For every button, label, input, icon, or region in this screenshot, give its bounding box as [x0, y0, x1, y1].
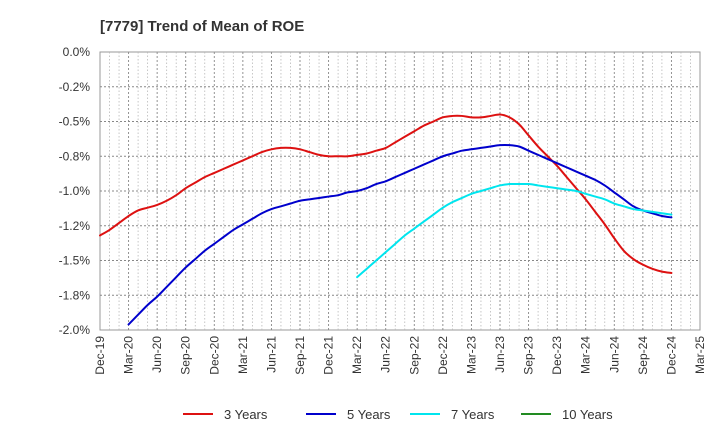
y-axis: 0.0% -0.2% -0.5% -0.8% -1.0% -1.2% -1.5% -1.8% -…: [59, 45, 91, 337]
x-axis: Dec-19 Mar-20 Jun-20 Sep-20 Dec-20 Mar-21 Jun-…: [93, 336, 707, 375]
x-tick-label: Sep-20: [179, 336, 193, 375]
series-line-3-years: [99, 113, 673, 275]
x-tick-label: Mar-21: [236, 336, 250, 374]
y-tick-label: -1.5%: [59, 254, 91, 268]
x-tick-label: Dec-21: [322, 336, 336, 375]
y-tick-label: -0.5%: [59, 115, 91, 129]
x-tick-label: Mar-23: [464, 336, 478, 374]
y-tick-label: -1.8%: [59, 288, 91, 302]
x-tick-label: Mar-25: [693, 336, 707, 374]
legend: 3 Years 5 Years 7 Years 10 Years: [183, 407, 613, 422]
legend-label-7-years: 7 Years: [451, 407, 495, 422]
series-lines: [99, 113, 673, 326]
x-tick-label: Dec-20: [207, 336, 221, 375]
legend-label-10-years: 10 Years: [562, 407, 613, 422]
legend-label-5-years: 5 Years: [347, 407, 391, 422]
x-tick-label: Jun-24: [607, 336, 621, 373]
series-line-7-years: [356, 182, 673, 279]
x-tick-label: Jun-21: [264, 336, 278, 373]
y-tick-label: -2.0%: [59, 323, 91, 337]
x-tick-label: Sep-21: [293, 336, 307, 375]
grid-lines: [100, 52, 700, 330]
x-tick-label: Dec-22: [436, 336, 450, 375]
chart-title: [7779] Trend of Mean of ROE: [100, 18, 304, 35]
x-tick-label: Dec-23: [550, 336, 564, 375]
x-tick-label: Dec-19: [93, 336, 107, 375]
x-tick-label: Mar-20: [122, 336, 136, 374]
y-tick-label: -1.2%: [59, 219, 91, 233]
x-tick-label: Jun-22: [379, 336, 393, 373]
x-tick-label: Sep-24: [636, 336, 650, 375]
x-tick-label: Sep-22: [407, 336, 421, 375]
y-tick-label: -0.2%: [59, 80, 91, 94]
series-line-5-years: [127, 143, 673, 326]
legend-label-3-years: 3 Years: [224, 407, 268, 422]
x-tick-label: Dec-24: [664, 336, 678, 375]
y-tick-label: -1.0%: [59, 184, 91, 198]
y-tick-label: 0.0%: [63, 45, 91, 59]
x-tick-label: Sep-23: [522, 336, 536, 375]
x-tick-label: Mar-24: [579, 336, 593, 374]
x-tick-label: Jun-23: [493, 336, 507, 373]
x-tick-label: Mar-22: [350, 336, 364, 374]
y-tick-label: -0.8%: [59, 149, 91, 163]
x-tick-label: Jun-20: [150, 336, 164, 373]
